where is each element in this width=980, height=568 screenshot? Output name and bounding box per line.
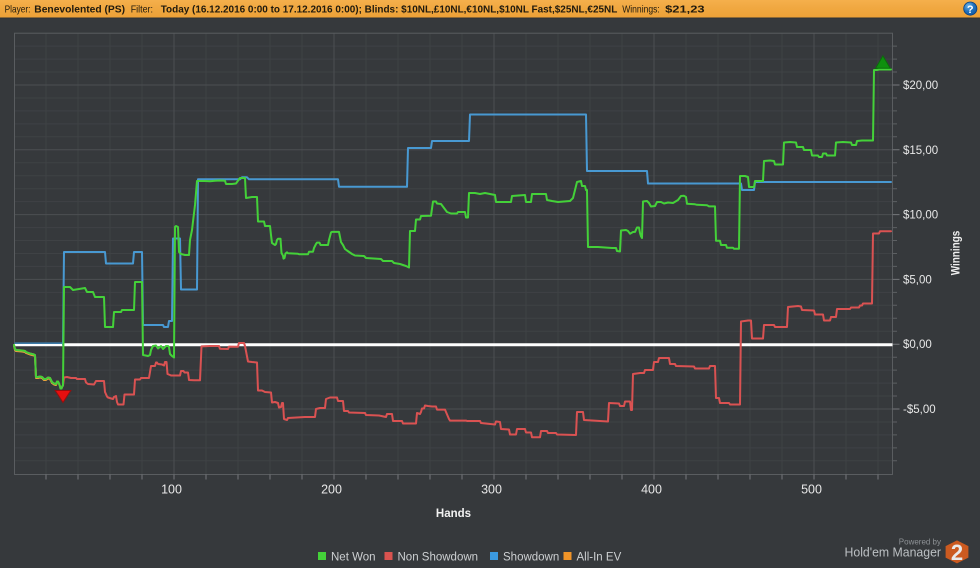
svg-text:-$5,00: -$5,00 <box>903 404 936 416</box>
svg-text:Powered by: Powered by <box>899 537 942 547</box>
svg-text:300: 300 <box>481 483 502 497</box>
svg-text:Hold'em Manager: Hold'em Manager <box>845 545 942 560</box>
svg-text:$21,23: $21,23 <box>665 4 705 15</box>
svg-text:100: 100 <box>161 483 182 497</box>
svg-text:Net Won: Net Won <box>331 552 376 564</box>
svg-text:400: 400 <box>641 483 662 497</box>
svg-text:2: 2 <box>951 540 963 565</box>
svg-text:All-In EV: All-In EV <box>577 552 622 564</box>
svg-text:?: ? <box>967 4 974 16</box>
svg-text:$15,00: $15,00 <box>903 145 938 157</box>
svg-text:Non Showdown: Non Showdown <box>398 552 479 564</box>
svg-text:$0,00: $0,00 <box>903 339 932 351</box>
svg-text:200: 200 <box>321 483 342 497</box>
svg-text:Benevolented (PS): Benevolented (PS) <box>34 4 125 15</box>
svg-text:Hands: Hands <box>436 508 471 520</box>
svg-text:Winnings: Winnings <box>951 231 963 276</box>
svg-text:Player:: Player: <box>5 4 31 15</box>
svg-text:Filter:: Filter: <box>131 4 153 15</box>
svg-text:Showdown: Showdown <box>503 552 559 564</box>
svg-text:$20,00: $20,00 <box>903 80 938 92</box>
svg-text:Winnings:: Winnings: <box>622 4 660 15</box>
svg-text:$5,00: $5,00 <box>903 274 932 286</box>
svg-text:Today (16.12.2016 0:00 to 17.1: Today (16.12.2016 0:00 to 17.12.2016 0:0… <box>161 4 618 15</box>
svg-text:$10,00: $10,00 <box>903 210 938 222</box>
svg-text:500: 500 <box>801 483 822 497</box>
